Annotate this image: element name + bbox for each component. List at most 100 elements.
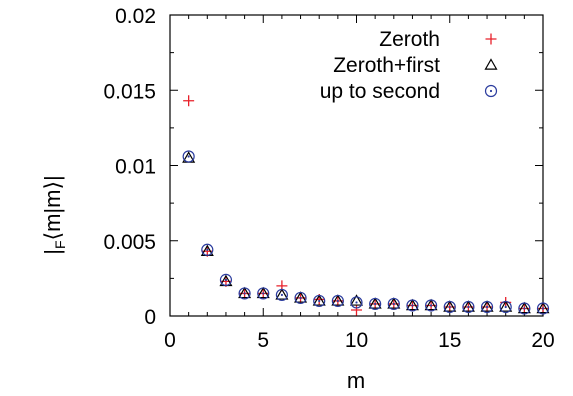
legend-marker-triangle <box>484 58 498 70</box>
point-circle <box>350 296 363 309</box>
point-triangle <box>275 288 289 300</box>
y-tick-label: 0.02 <box>115 5 156 28</box>
point-circle <box>462 300 475 314</box>
point-triangle <box>536 301 550 314</box>
point-circle <box>518 302 531 315</box>
point-circle-ring <box>480 300 494 314</box>
point-triangle <box>256 286 270 299</box>
legend-label: Zeroth+first <box>333 54 440 77</box>
point-circle-center <box>355 301 358 304</box>
legend-label: up to second <box>320 80 440 103</box>
point-circle-center <box>485 305 489 309</box>
point-circle-center <box>504 305 507 309</box>
point-circle-center <box>374 302 377 306</box>
legend-label: Zeroth <box>379 28 440 51</box>
y-axis-title-subscript: F <box>52 240 68 249</box>
point-triangle <box>294 291 308 303</box>
point-triangle <box>443 300 457 312</box>
point-triangle <box>331 294 345 306</box>
axis-ticks <box>169 14 544 317</box>
series-1 <box>183 95 549 316</box>
x-tick-label: 15 <box>438 329 461 352</box>
point-triangle <box>238 286 252 299</box>
point-circle <box>201 243 214 256</box>
point-circle-ring <box>294 291 307 305</box>
point-plus <box>183 95 195 107</box>
point-circle <box>499 300 512 314</box>
x-tick-label: 20 <box>531 329 554 352</box>
point-circle-center <box>262 292 265 295</box>
point-circle-ring <box>406 299 419 312</box>
point-triangle <box>349 294 364 306</box>
point-circle <box>257 287 270 300</box>
x-axis-title: m <box>347 368 365 393</box>
axis-tick-labels: 0 5 10 15 20 0 0.005 0.01 0.015 0.02 <box>103 5 554 352</box>
point-circle-ring <box>275 288 288 302</box>
point-circle <box>443 300 456 314</box>
point-triangle <box>312 294 326 306</box>
legend-marker-circle-center <box>489 89 493 93</box>
point-circle-center <box>187 155 190 158</box>
point-circle-center <box>280 293 283 297</box>
point-triangle <box>368 297 382 309</box>
point-circle <box>425 299 438 312</box>
x-tick-label: 5 <box>257 329 269 352</box>
y-tick-label: 0.015 <box>103 80 156 103</box>
point-circle-ring <box>387 297 400 311</box>
point-circle-center <box>467 305 470 309</box>
point-circle-ring <box>201 243 214 256</box>
point-circle <box>294 291 307 305</box>
point-circle-ring <box>536 302 550 315</box>
point-circle-center <box>299 296 302 300</box>
point-circle-center <box>523 307 526 310</box>
point-triangle <box>461 300 475 312</box>
point-circle-center <box>243 292 246 295</box>
point-circle-ring <box>313 294 326 308</box>
x-tick-label: 0 <box>164 329 176 352</box>
legend-marker-circle <box>484 84 498 98</box>
point-circle <box>219 273 233 286</box>
point-circle <box>406 299 419 312</box>
point-triangle <box>480 300 494 312</box>
point-triangle <box>517 301 531 314</box>
point-circle <box>536 302 550 315</box>
point-circle-ring <box>499 300 512 314</box>
point-circle <box>480 300 494 314</box>
point-circle-center <box>448 305 451 309</box>
point-circle-ring <box>182 150 195 163</box>
point-circle-center <box>392 302 395 306</box>
point-circle <box>313 294 326 308</box>
legend-marker-circle-ring <box>484 84 498 98</box>
point-circle <box>369 297 382 311</box>
point-triangle <box>387 297 401 309</box>
x-tick-label: 10 <box>345 329 368 352</box>
point-circle <box>182 150 195 163</box>
point-circle-ring <box>462 300 475 314</box>
y-tick-label: 0.01 <box>115 156 156 179</box>
y-axis-title: |F⟨m|m⟩| <box>40 175 68 255</box>
point-triangle <box>499 300 513 312</box>
series-3 <box>182 150 550 315</box>
y-axis-title-right: ⟨m|m⟩| <box>40 175 65 240</box>
point-circle-center <box>411 304 414 307</box>
point-circle-center <box>336 299 339 303</box>
legend: Zeroth Zeroth+first up to second <box>320 28 498 103</box>
point-circle-center <box>318 299 321 303</box>
point-circle <box>387 297 400 311</box>
y-tick-label: 0 <box>144 306 156 329</box>
y-axis-title-left: | <box>40 249 65 255</box>
point-circle <box>275 288 288 302</box>
y-tick-label: 0.005 <box>103 231 156 254</box>
legend-marker-plus <box>485 33 497 45</box>
point-circle-ring <box>219 273 233 286</box>
point-triangle <box>405 298 419 311</box>
point-circle-ring <box>443 300 456 314</box>
point-plus <box>351 304 362 316</box>
point-circle-ring <box>369 297 382 311</box>
point-circle <box>238 287 251 300</box>
point-circle-ring <box>257 287 270 300</box>
point-circle <box>331 294 344 308</box>
point-circle-center <box>206 248 209 251</box>
data-series <box>182 95 550 316</box>
